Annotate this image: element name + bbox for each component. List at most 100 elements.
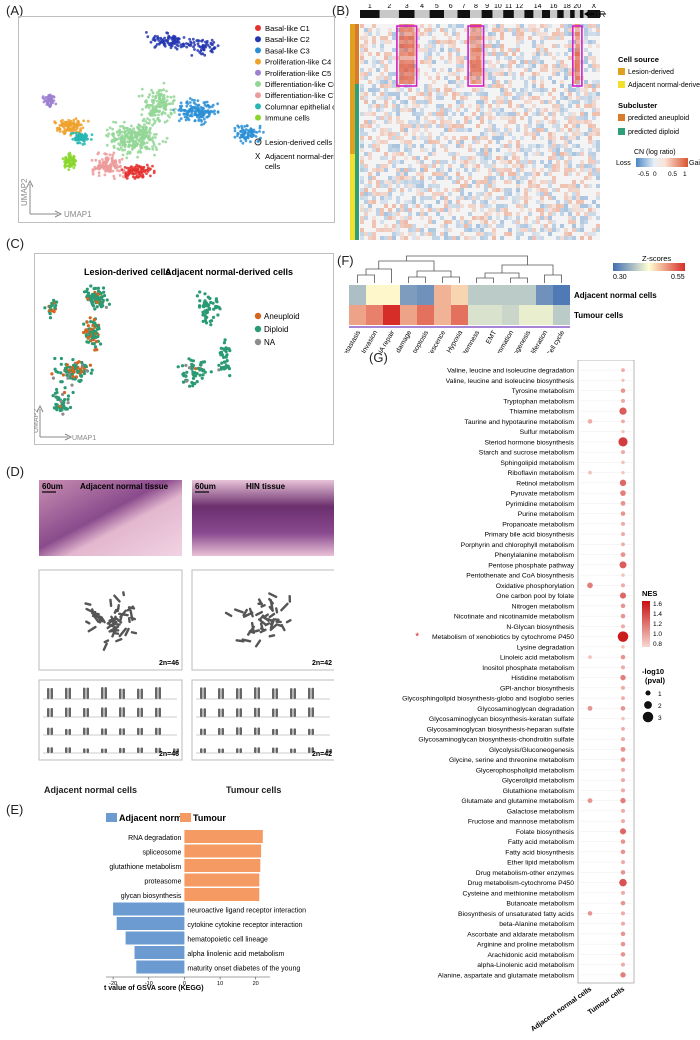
pathway-label: Starch and sucrose metabolism [479, 450, 575, 457]
umap-point [141, 119, 145, 123]
chr-tick-label: 18 [563, 4, 571, 10]
umap-c-point [86, 336, 90, 340]
cnv-cell [524, 60, 528, 64]
umap-c-point [185, 370, 189, 374]
karyotype-chromosome [155, 707, 158, 717]
umap-point [112, 174, 116, 178]
umap-point [168, 35, 171, 39]
cnv-cell [436, 116, 440, 120]
cnv-cell [508, 116, 512, 120]
cnv-cell [524, 156, 528, 160]
cn-title: CN (log ratio) [634, 149, 676, 156]
cnv-cell [376, 164, 380, 168]
cnv-cell [444, 124, 448, 128]
cnv-cell [536, 60, 540, 64]
cnv-cell [384, 88, 388, 92]
cnv-cell [536, 52, 540, 56]
cnv-cell [476, 100, 480, 104]
cnv-cell [360, 140, 364, 144]
cnv-cell [460, 84, 464, 88]
cnv-cell [508, 140, 512, 144]
umap-point [149, 174, 152, 178]
cnv-cell [504, 160, 508, 164]
cnv-cell [448, 68, 452, 72]
cnv-cell [460, 112, 464, 116]
chr-tick-label: 4 [420, 4, 424, 10]
cnv-cell [456, 36, 460, 40]
cnv-cell [552, 152, 556, 156]
umap-c-point [68, 365, 72, 369]
zscore-tick: 0.55 [671, 274, 685, 281]
cnv-cell [392, 160, 396, 164]
cnv-cell [540, 192, 544, 196]
umap-point [179, 117, 183, 120]
umap-c-point [198, 304, 202, 308]
umap-point [149, 112, 153, 116]
umap-c-point [71, 390, 75, 395]
cnv-cell [428, 184, 432, 188]
cnv-cell [472, 208, 476, 212]
cnv-cell [544, 32, 548, 36]
umap-point [216, 102, 220, 106]
cnv-cell [488, 108, 492, 112]
cnv-cell [536, 32, 540, 36]
cnv-cell [480, 156, 484, 160]
cnv-cell [500, 84, 504, 88]
cnv-cell [392, 36, 396, 40]
cnv-cell [596, 80, 600, 84]
dot-tumour [620, 685, 626, 690]
umap-point [159, 38, 163, 41]
cnv-cell [516, 32, 520, 36]
umap-point [79, 123, 83, 127]
cnv-cell [488, 216, 492, 220]
umap-point [127, 145, 131, 148]
umap-c-point [83, 363, 87, 368]
umap-c-point [198, 290, 202, 294]
cnv-cell [460, 136, 464, 140]
cnv-cell [568, 208, 572, 212]
cnv-cell [480, 132, 484, 136]
umap-point [185, 104, 189, 108]
cnv-cell [452, 28, 456, 32]
cnv-cell [448, 128, 452, 132]
umap-point [122, 120, 126, 124]
cnv-cell [560, 32, 564, 36]
chromosome-glyph [269, 598, 274, 611]
cnv-cell [512, 60, 516, 64]
cnv-cell [560, 60, 564, 64]
cnv-cell [532, 144, 536, 148]
cnv-cell [524, 188, 528, 192]
cnv-cell [520, 144, 524, 148]
umap-point [45, 96, 49, 99]
cnv-cell [428, 88, 432, 92]
pathway-label: Alanine, aspartate and glutamate metabol… [438, 972, 575, 979]
cnv-cell [532, 60, 536, 64]
cnv-cell [384, 68, 388, 72]
cnv-cell [448, 24, 452, 28]
cnv-cell [540, 152, 544, 156]
umap-point [128, 127, 132, 131]
cnv-cell [456, 128, 460, 132]
umap-point [239, 130, 243, 133]
umap-point [198, 45, 202, 49]
cnv-gain-cell [398, 40, 415, 44]
cnv-cell [512, 48, 516, 52]
umap-point [185, 100, 189, 103]
cnv-cell [424, 56, 428, 60]
karyotype-chromosome [275, 747, 278, 753]
umap-point [103, 164, 106, 168]
umap-point [243, 125, 247, 128]
cnv-cell [452, 124, 456, 128]
cnv-cell [576, 124, 580, 128]
cnv-cell [496, 204, 500, 208]
cnv-cell [516, 204, 520, 208]
umap-point [200, 48, 203, 52]
cnv-cell [592, 112, 596, 116]
cnv-cell [492, 24, 496, 28]
cnv-cell [488, 232, 492, 236]
cnv-cell [544, 188, 548, 192]
cnv-cell [364, 100, 368, 104]
umap-point [98, 159, 101, 163]
umap-point [117, 142, 120, 146]
umap-c-point [61, 373, 65, 377]
